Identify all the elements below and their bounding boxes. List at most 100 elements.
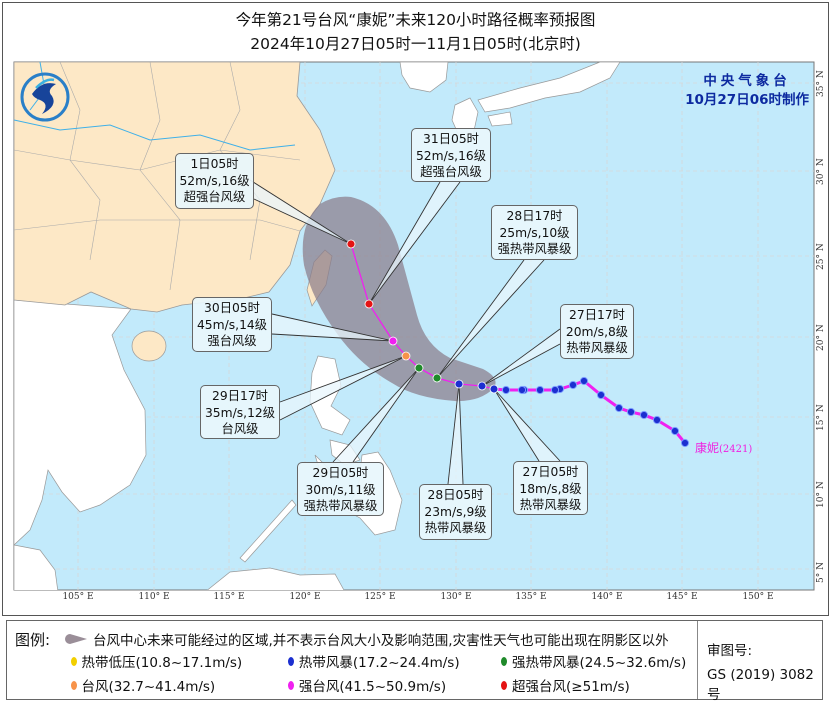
typhoon-symbol-icon (70, 680, 77, 690)
forecast-position-marker[interactable] (346, 239, 356, 249)
callout-wind: 23m/s,9级 (424, 504, 487, 519)
storm-label: 康妮(2421) (695, 439, 752, 456)
longitude-label: 105° E (62, 592, 94, 602)
callout-category: 超强台风级 (183, 190, 246, 204)
borneo-land (14, 544, 345, 590)
forecast-callout: 31日05时 52m/s,16级 超强台风级 (411, 128, 491, 182)
callout-time: 28日05时 (427, 488, 484, 502)
typhoon-symbol-icon (501, 680, 508, 690)
longitude-label: 130° E (440, 592, 472, 602)
legend: 图例: 台风中心未来可能经过的区域,并不表示台风大小及影响范围,灾害性天气也可能… (6, 620, 823, 703)
callout-leader-line (253, 198, 352, 245)
past-position-marker (517, 385, 527, 395)
legend-item: 强热带风暴(24.5~32.6m/s) (501, 651, 686, 671)
issue-time: 10月27日06时制作 (685, 92, 809, 108)
past-position-marker (680, 438, 690, 448)
forecast-callout: 27日17时 20m/s,8级 热带风暴级 (560, 304, 634, 359)
callout-wind: 45m/s,14级 (196, 317, 268, 332)
typhoon-symbol-icon (501, 656, 508, 666)
longitude-label: 125° E (364, 592, 396, 602)
map-title: 今年第21号台风“康妮”未来120小时路径概率预报图 (235, 11, 596, 29)
callout-category: 强台风级 (207, 334, 257, 348)
latitude-label: 15° N (816, 404, 826, 431)
callout-category: 热带风暴级 (566, 341, 628, 355)
forecast-position-marker[interactable] (401, 351, 411, 361)
callout-leader-line (493, 388, 540, 462)
forecast-position-marker[interactable] (414, 363, 424, 373)
typhoon-symbol-icon (287, 656, 294, 666)
callout-leaders (249, 179, 561, 485)
korea-land (399, 62, 449, 93)
past-position-marker (550, 385, 560, 395)
past-position-marker (614, 403, 624, 413)
forecast-position-marker[interactable] (477, 381, 487, 391)
legend-cone-text: 台风中心未来可能经过的区域,并不表示台风大小及影响范围,灾害性天气也可能出现在阴… (93, 633, 669, 649)
callout-leader-line (481, 328, 561, 387)
cone-icon (65, 634, 87, 644)
callout-leader-line (271, 333, 394, 342)
callout-leader-line (493, 388, 561, 462)
legend-item: 超强台风(≥51m/s) (501, 675, 630, 695)
forecast-position-marker[interactable] (432, 373, 442, 383)
past-position-marker (596, 390, 606, 400)
approval-number: GS (2019) 3082号 (707, 667, 814, 703)
callout-wind: 52m/s,16级 (415, 148, 487, 163)
callout-wind: 30m/s,11级 (305, 482, 376, 497)
callout-time: 29日17时 (212, 389, 268, 403)
typhoon-symbol-icon (287, 680, 294, 690)
legend-cone-item: 台风中心未来可能经过的区域,并不表示台风大小及影响范围,灾害性天气也可能出现在阴… (65, 629, 669, 649)
callout-leader-line (368, 181, 441, 305)
forecast-position-marker[interactable] (489, 384, 499, 394)
storm-id: (2421) (719, 444, 753, 455)
longitude-label: 110° E (138, 592, 170, 602)
callout-leader-line (249, 179, 352, 245)
callout-leader-line (279, 355, 407, 403)
past-position-marker (639, 410, 649, 420)
latitude-label: 35° N (816, 70, 826, 97)
map-frame (2, 2, 829, 616)
forecast-position-marker[interactable] (388, 336, 398, 346)
forecast-position-marker[interactable] (454, 379, 464, 389)
callout-leader-line (332, 367, 420, 463)
callout-time: 1日05时 (190, 157, 239, 171)
past-position-marker (670, 426, 680, 436)
past-position-marker (568, 380, 578, 390)
callout-category: 热带风暴级 (519, 498, 582, 512)
latitude-label: 25° N (816, 243, 826, 270)
longitude-label: 120° E (289, 592, 321, 602)
forecast-callout: 29日17时 35m/s,12级 台风级 (200, 385, 280, 439)
storm-name: 康妮 (695, 441, 720, 455)
legend-title: 图例: (15, 631, 51, 649)
legend-item-label: 热带低压(10.8~17.1m/s) (81, 655, 243, 671)
legend-divider (697, 621, 698, 699)
agency-name: 中央气象台 (703, 73, 791, 89)
past-position-marker (626, 407, 636, 417)
agency-stamp: 中央气象台 10月27日06时制作 (685, 72, 809, 110)
legend-item: 热带风暴(17.2~24.4m/s) (287, 651, 460, 671)
latitude-label: 20° N (816, 324, 826, 351)
china-land (14, 62, 336, 313)
callout-time: 29日05时 (312, 466, 369, 480)
callout-wind: 18m/s,8级 (519, 481, 582, 496)
forecast-callout: 29日05时 30m/s,11级 强热带风暴级 (297, 462, 384, 516)
legend-item-label: 台风(32.7~41.4m/s) (81, 679, 216, 695)
callout-wind: 25m/s,10级 (499, 225, 570, 240)
forecast-callout: 1日05时 52m/s,16级 超强台风级 (175, 153, 254, 209)
past-position-marker (501, 385, 511, 395)
province-borders (14, 62, 301, 291)
forecast-position-marker[interactable] (364, 299, 374, 309)
approval-label: 审图号: (707, 643, 753, 659)
longitude-label: 145° E (666, 592, 698, 602)
longitude-label: 140° E (591, 592, 623, 602)
longitude-label: 135° E (515, 592, 547, 602)
callout-wind: 35m/s,12级 (204, 405, 276, 420)
callout-wedge (448, 384, 463, 484)
legend-item-label: 强热带风暴(24.5~32.6m/s) (512, 655, 687, 671)
legend-item-label: 超强台风(≥51m/s) (512, 679, 630, 695)
latitude-label: 10° N (816, 481, 826, 508)
palawan-island (239, 499, 297, 563)
callout-time: 27日05时 (522, 465, 579, 479)
callout-category: 热带风暴级 (424, 521, 487, 535)
callout-wind: 20m/s,8级 (565, 324, 629, 339)
legend-item-label: 强台风(41.5~50.9m/s) (298, 679, 447, 695)
